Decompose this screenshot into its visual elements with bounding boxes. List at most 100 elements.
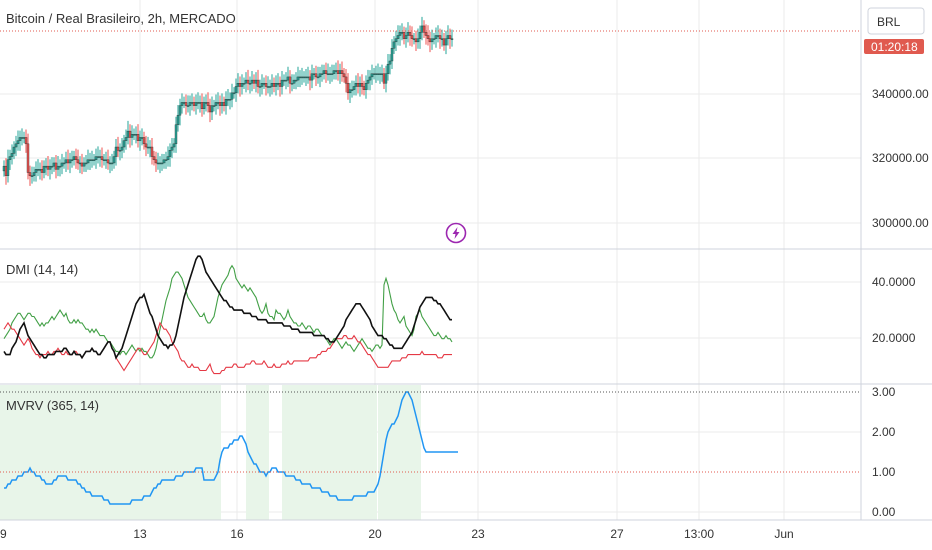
candle-body (290, 83, 294, 85)
x-tick-label: 9 (0, 527, 7, 541)
x-tick-label: 20 (368, 527, 382, 541)
candle-body (148, 146, 152, 149)
candle-body (2, 165, 6, 172)
candle-body (76, 159, 80, 164)
candle-body (88, 159, 92, 161)
candle-body (390, 48, 394, 62)
candle-body (296, 76, 300, 81)
last-price-badge-text: 01:20:18 (871, 40, 918, 54)
candle-body (396, 35, 400, 39)
candle-body (198, 102, 202, 104)
mvrv-line (4, 391, 458, 505)
dmi-tick-label: 40.0000 (872, 275, 916, 289)
candle-body (388, 60, 392, 65)
candle-body (16, 140, 20, 145)
candle-body (322, 70, 326, 74)
price-tick-label: 320000.00 (872, 151, 929, 165)
candle-body (186, 105, 190, 107)
candle-body (144, 143, 148, 148)
candle-body (70, 159, 74, 161)
di-plus-line (3, 264, 453, 359)
candle-body (20, 137, 24, 139)
currency-label: BRL (877, 15, 901, 29)
candle-body (428, 38, 432, 43)
candle-body (60, 162, 64, 167)
candle-body (84, 162, 88, 165)
candle-body (382, 73, 386, 84)
candle-body (40, 169, 44, 173)
candle-body (168, 150, 172, 157)
candle-body (302, 76, 306, 79)
candle-body (112, 156, 116, 164)
candle-body (394, 38, 398, 43)
candle-body (284, 79, 288, 82)
candle-body (440, 38, 444, 40)
candle-body (364, 83, 368, 90)
candle-body (50, 165, 54, 168)
candle-body (450, 38, 454, 40)
x-tick-label: 13 (133, 527, 147, 541)
price-tick-label: 340000.00 (872, 87, 929, 101)
candle-body (28, 172, 32, 176)
candle-body (194, 102, 198, 106)
candle-body (62, 162, 66, 165)
candle-body (280, 79, 284, 87)
candle-body (90, 159, 94, 161)
candle-body (42, 165, 46, 173)
candle-body (312, 73, 316, 75)
candle-body (100, 156, 104, 160)
candle-body (372, 73, 376, 75)
candle-body (342, 73, 346, 78)
candle-body (282, 79, 286, 82)
di-minus-line (3, 321, 452, 375)
candle-body (252, 79, 256, 84)
candle-body (348, 89, 352, 94)
candle-body (430, 38, 434, 43)
candle-body (414, 38, 418, 43)
x-axis-ticks: 9 13 16 20 23 27 13:00 Jun (0, 527, 794, 541)
candle-body (220, 102, 224, 106)
candle-body (200, 102, 204, 109)
candle-body (408, 32, 412, 36)
candle-body (442, 38, 446, 46)
candle-body (266, 86, 270, 88)
candle-body (146, 146, 150, 149)
candle-body (152, 156, 156, 160)
candle-body (72, 156, 76, 160)
candle-body (400, 32, 404, 34)
adx-line (3, 255, 452, 360)
candle-body (324, 70, 328, 74)
candle-body (218, 102, 222, 106)
candle-body (34, 169, 38, 173)
candle-body (288, 76, 292, 84)
candle-body (224, 99, 228, 106)
candle-body (328, 73, 332, 75)
candle-body (106, 159, 110, 164)
candle-body (420, 25, 424, 33)
candle-body (410, 35, 414, 39)
candle-body (142, 137, 146, 145)
candle-body (46, 165, 50, 170)
candle-body (184, 102, 188, 106)
currency-box[interactable] (867, 7, 925, 35)
candle-body (278, 83, 282, 87)
candle-body (52, 162, 56, 167)
candle-body (238, 83, 242, 87)
candle-body (360, 83, 364, 87)
candle-body (12, 146, 16, 154)
candle-body (318, 73, 322, 78)
candle-body (286, 76, 290, 81)
candle-body (120, 146, 124, 151)
candle-body (292, 79, 296, 84)
x-tick-label: 16 (230, 527, 244, 541)
candle-body (308, 76, 312, 81)
candle-body (366, 79, 370, 84)
candle-body (258, 86, 262, 88)
candle-body (222, 102, 226, 106)
x-tick-label: Jun (774, 527, 793, 541)
lightning-alert-icon[interactable] (445, 222, 467, 244)
candle-body (274, 83, 278, 87)
candle-body (242, 83, 246, 85)
candle-body (10, 153, 14, 157)
mvrv-tick-label: 0.00 (872, 505, 896, 519)
